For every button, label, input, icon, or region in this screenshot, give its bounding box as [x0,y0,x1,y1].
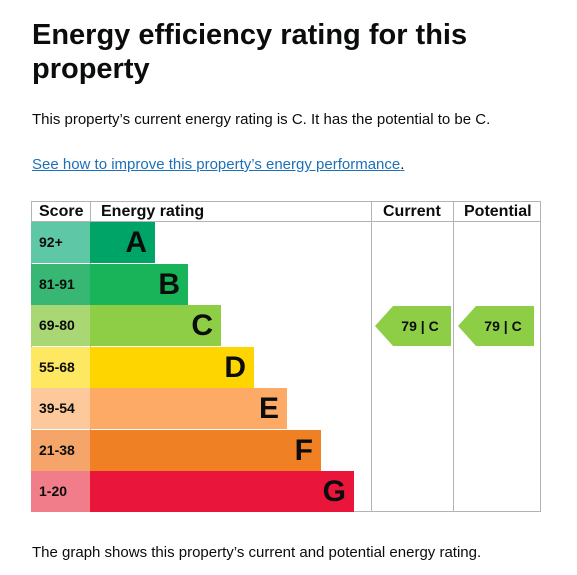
rating-bar-e: E [90,388,287,429]
potential-rating-arrow-shape [458,306,534,346]
header-score: Score [39,203,84,220]
score-band-b: 81-91 [31,263,90,305]
rating-bar-g: G [90,471,354,512]
header-current: Current [383,203,441,220]
rating-bar-d: D [90,346,254,388]
header-energy-rating: Energy rating [101,203,205,220]
current-rating-arrow-label: 79 | C [401,318,439,334]
chart-footnote: The graph shows this property’s current … [32,544,482,561]
improve-energy-link-text[interactable]: See how to improve this property’s energ… [32,156,401,173]
column-divider [371,201,372,512]
rating-bar-c: C [90,305,221,346]
score-band-c: 69-80 [31,305,90,346]
potential-rating-arrow-label: 79 | C [484,318,522,334]
rating-bar-b: B [90,263,188,305]
rating-bar-a: A [90,222,155,263]
score-band-e: 39-54 [31,388,90,429]
page-title: Energy efficiency rating for this proper… [32,19,468,85]
score-band-a: 92+ [31,222,90,263]
energy-rating-chart: Score Energy rating Current Potential 92… [31,201,541,512]
column-divider [453,201,454,512]
rating-bar-f: F [90,429,321,471]
table-border [31,201,541,202]
current-rating-arrow-shape [375,306,451,346]
header-divider [31,221,541,222]
score-band-g: 1-20 [31,471,90,512]
current-rating-arrow: 79 | C [375,306,451,346]
score-band-d: 55-68 [31,346,90,388]
rating-summary: This property’s current energy rating is… [32,111,491,128]
potential-rating-arrow: 79 | C [458,306,534,346]
header-potential: Potential [464,203,532,220]
improve-energy-link[interactable]: See how to improve this property’s energ… [32,156,404,173]
column-divider [540,201,541,512]
score-band-f: 21-38 [31,429,90,471]
improve-link-period: . [400,156,405,173]
